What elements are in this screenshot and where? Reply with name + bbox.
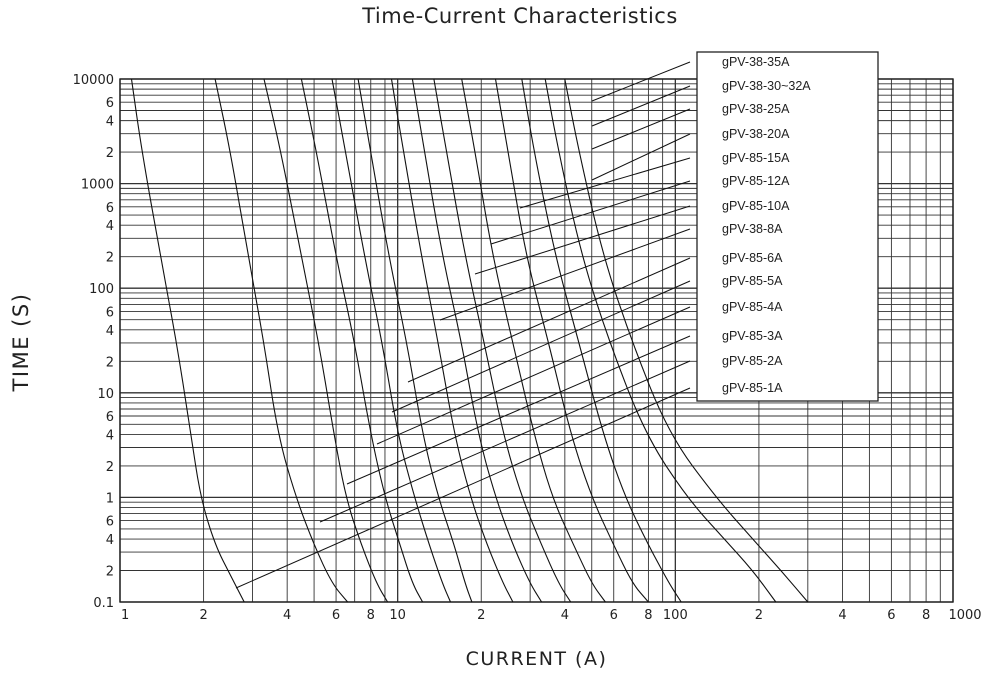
legend: gPV-38-35A gPV-38-30~32A gPV-38-25A gPV-38-…: [235, 51, 879, 589]
y-tick-label: 10000: [73, 73, 114, 88]
y-tick-label: 2: [106, 565, 114, 580]
legend-entry: gPV-38-35A: [722, 55, 790, 69]
legend-leader-line: [235, 387, 691, 589]
y-tick-label: 10: [97, 387, 114, 402]
x-tick-label: 8: [644, 608, 652, 623]
fuse-curve: [390, 78, 514, 603]
y-tick-label: 4: [106, 115, 114, 130]
y-tick-label: 2: [106, 146, 114, 161]
legend-entry: gPV-85-3A: [722, 329, 783, 343]
fuse-curve: [564, 78, 809, 603]
legend-leader-line: [591, 85, 691, 127]
fuse-curve: [263, 78, 389, 603]
legend-leader-line: [490, 180, 691, 245]
legend-entry: gPV-85-12A: [722, 174, 790, 188]
legend-leader-line: [591, 61, 691, 102]
x-tick-label: 6: [610, 608, 618, 623]
x-tick-label: 8: [367, 608, 375, 623]
y-tick-label: 0.1: [93, 596, 114, 611]
x-tick-label: 100: [663, 608, 688, 623]
y-tick-label: 4: [106, 219, 114, 234]
y-tick-label: 6: [106, 410, 114, 425]
x-tick-label: 8: [922, 608, 930, 623]
fuse-curve: [214, 78, 349, 603]
fuse-curve: [521, 78, 682, 603]
fuse-curve: [461, 78, 606, 603]
fuse-curves: [130, 78, 809, 603]
y-tick-label: 2: [106, 355, 114, 370]
y-tick-label: 6: [106, 96, 114, 111]
y-tick-label: 100: [89, 282, 114, 297]
legend-leader-line: [474, 205, 691, 275]
legend-leader-line: [391, 280, 691, 413]
y-tick-label: 6: [106, 305, 114, 320]
y-tick-label: 4: [106, 533, 114, 548]
x-tick-label: 10: [389, 608, 406, 623]
fuse-curve: [494, 78, 649, 603]
x-tick-label: 1: [121, 608, 129, 623]
legend-entry: gPV-38-25A: [722, 102, 790, 116]
legend-leader-line: [439, 228, 691, 321]
y-tick-label: 4: [106, 324, 114, 339]
legend-box: [696, 51, 879, 402]
x-tick-label: 6: [887, 608, 895, 623]
x-tick-label: 2: [755, 608, 763, 623]
x-axis-title: CURRENT (A): [465, 648, 608, 670]
legend-leader-line: [376, 306, 691, 445]
legend-entry: gPV-85-1A: [722, 381, 783, 395]
legend-leader-line: [519, 157, 691, 209]
legend-leader-line: [591, 133, 691, 181]
x-tick-label: 6: [332, 608, 340, 623]
x-tick-label: 4: [561, 608, 569, 623]
legend-entry: gPV-38-8A: [722, 222, 783, 236]
legend-leader-line: [346, 335, 691, 485]
x-tick-label: 2: [199, 608, 207, 623]
x-tick-labels: 1 2 4 6 8 10 2 4 6 8 100 2 4 6 8 1000: [121, 608, 982, 623]
y-tick-label: 6: [106, 515, 114, 530]
y-tick-label: 1: [106, 491, 114, 506]
y-tick-labels: 0.1 2 4 6 1 2 4 6 10 2 4 6 100 2 4 6 1000 2 4 6 10000: [73, 73, 114, 611]
legend-entry: gPV-85-15A: [722, 151, 790, 165]
y-tick-label: 1000: [81, 178, 114, 193]
x-tick-label: 4: [838, 608, 846, 623]
y-tick-label: 6: [106, 201, 114, 216]
fuse-curve: [433, 78, 572, 603]
legend-entry: gPV-85-10A: [722, 199, 790, 213]
x-tick-label: 4: [283, 608, 291, 623]
plot-frame: [119, 78, 954, 603]
fuse-curve: [130, 78, 245, 603]
chart-title: Time-Current Characteristics: [362, 4, 678, 28]
legend-leader-line: [407, 257, 691, 383]
fuse-curve: [357, 78, 473, 603]
fuse-curve: [411, 78, 543, 603]
x-tick-label: 1000: [948, 608, 981, 623]
y-tick-label: 2: [106, 460, 114, 475]
legend-leader-line: [319, 360, 691, 523]
legend-entry: gPV-85-2A: [722, 354, 783, 368]
y-tick-label: 2: [106, 251, 114, 266]
legend-leader-line: [591, 108, 691, 150]
legend-entry: gPV-38-30~32A: [722, 79, 811, 93]
legend-entry: gPV-85-6A: [722, 251, 783, 265]
legend-entry: gPV-85-5A: [722, 274, 783, 288]
x-tick-label: 2: [477, 608, 485, 623]
legend-entry: gPV-38-20A: [722, 127, 790, 141]
legend-entry: gPV-85-4A: [722, 300, 783, 314]
fuse-curve: [300, 78, 424, 603]
fuse-curve: [331, 78, 452, 603]
y-tick-label: 4: [106, 428, 114, 443]
